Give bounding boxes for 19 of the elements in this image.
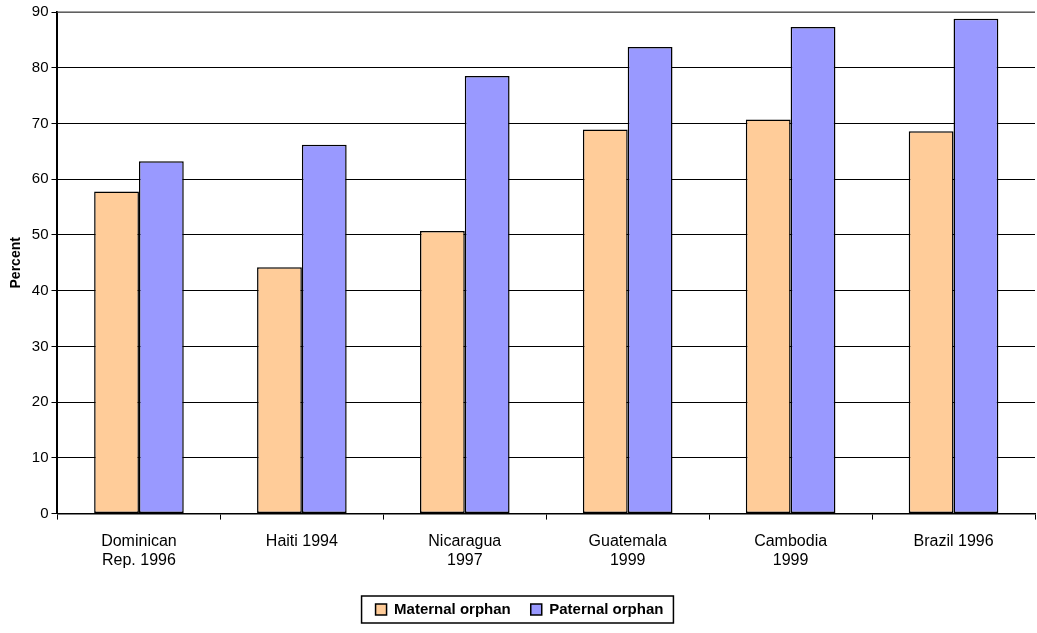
y-tick-label: 30 <box>31 336 49 354</box>
x-tick-label: Haiti 1994 <box>265 531 338 549</box>
legend-label: Maternal orphan <box>394 599 511 617</box>
x-tick-label: Nicaragua 1997 <box>428 531 502 568</box>
x-tick-label: Brazil 1996 <box>913 531 994 549</box>
y-tick-label: 20 <box>31 392 49 410</box>
y-axis-title: Percent <box>7 236 24 289</box>
y-tick-label: 70 <box>31 113 49 131</box>
x-tick-label: Dominican Rep. 1996 <box>101 531 177 568</box>
y-tick-label: 60 <box>31 169 49 187</box>
x-tick-label: Cambodia 1999 <box>754 531 828 568</box>
y-tick-label: 80 <box>31 57 49 75</box>
y-tick-label: 50 <box>31 225 49 243</box>
y-tick-label: 10 <box>31 448 49 466</box>
y-tick-label: 90 <box>31 2 49 20</box>
legend-label: Paternal orphan <box>549 599 664 617</box>
y-tick-label: 40 <box>31 280 49 298</box>
y-tick-label: 0 <box>40 503 49 521</box>
x-tick-label: Guatemala 1999 <box>588 531 667 568</box>
